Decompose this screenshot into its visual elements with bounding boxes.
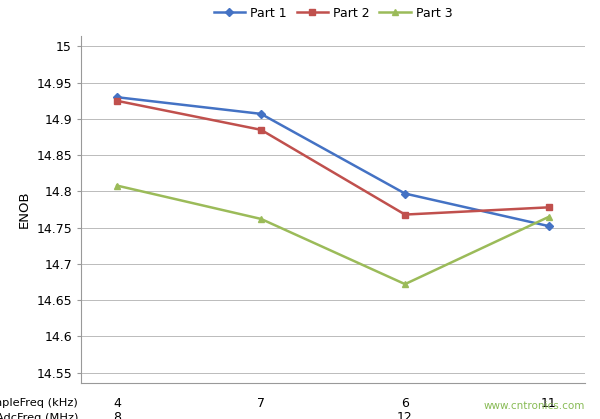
Part 2 [257,127,265,132]
Legend: Part 1, Part 2, Part 3: Part 1, Part 2, Part 3 [209,2,457,25]
Text: 4: 4 [113,397,121,410]
Text: 6: 6 [401,397,409,410]
Part 2 [113,98,121,103]
Line: Part 3: Part 3 [113,182,553,287]
Part 1 [401,191,409,196]
Part 3 [257,216,265,221]
Line: Part 2: Part 2 [114,98,552,218]
Part 2 [545,205,553,210]
Line: Part 1: Part 1 [114,94,552,229]
Text: www.cntronics.com: www.cntronics.com [484,401,585,411]
Part 1 [113,95,121,100]
Text: 11: 11 [541,397,557,410]
Y-axis label: ENOB: ENOB [17,191,31,228]
Text: 8: 8 [113,411,121,419]
Part 1 [257,111,265,116]
Part 2 [401,212,409,217]
Part 3 [545,214,553,219]
Text: 7: 7 [257,397,265,410]
Part 3 [401,282,409,287]
Text: SampleFreq (kHz): SampleFreq (kHz) [0,398,78,409]
Text: AdcFreq (MHz): AdcFreq (MHz) [0,413,78,419]
Text: 12: 12 [397,411,413,419]
Part 1 [545,224,553,229]
Part 3 [113,183,121,188]
